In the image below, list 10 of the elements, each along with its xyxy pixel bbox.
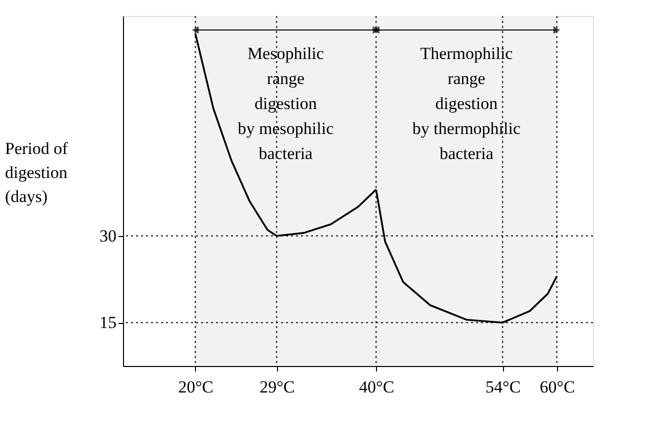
y-axis-title: Period of digestion (days): [5, 139, 68, 206]
x-tick-label: 29°C: [260, 378, 295, 396]
x-tick-label: 20°C: [178, 378, 214, 396]
y-tick-label: 30: [100, 226, 116, 246]
x-tick-label: 54°C: [486, 378, 521, 396]
x-tick-label: 40°C: [359, 378, 394, 396]
band-label: Thermophilic range digestion by thermophilic bacteria: [412, 44, 521, 163]
y-tick-label: 15: [100, 313, 116, 332]
band-label: Mesophilic range digestion by mesophilic bacteria: [238, 44, 334, 163]
x-tick-label: 60°C: [540, 378, 575, 396]
